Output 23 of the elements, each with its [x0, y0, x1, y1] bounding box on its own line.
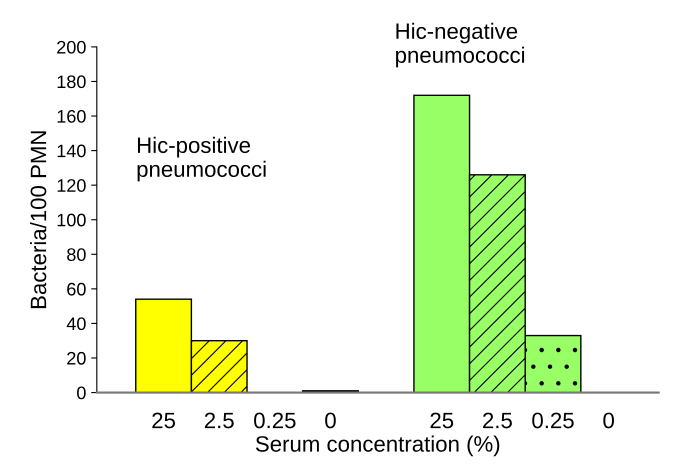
- y-axis-title: Bacteria/100 PMN: [30, 131, 46, 308]
- y-tick-label: 180: [58, 75, 86, 88]
- x-tick-label: 2.5: [204, 412, 234, 428]
- y-tick-label: 160: [58, 110, 86, 123]
- annotation: Hic-positive pneumococci: [138, 136, 266, 182]
- x-tick-label: 0.25: [532, 412, 574, 428]
- y-tick-label: 80: [67, 248, 86, 262]
- y-tick-label: 60: [67, 282, 86, 296]
- y-tick-label: 120: [58, 179, 86, 192]
- x-tick-label: 25: [152, 412, 175, 428]
- x-tick-label: 0.25: [254, 412, 296, 428]
- y-tick-label: 40: [66, 317, 86, 330]
- y-tick-label: 200: [57, 40, 86, 54]
- y-tick-label: 100: [58, 214, 86, 226]
- annotation: Hic-negative pneumococci: [396, 22, 524, 68]
- x-tick-label: 0: [325, 412, 336, 428]
- x-tick-label: 0: [603, 412, 614, 428]
- x-tick-label: 25: [430, 412, 454, 428]
- y-tick-label: 140: [58, 144, 86, 158]
- y-tick-label: 0: [77, 386, 86, 400]
- y-tick-label: 20: [67, 352, 86, 365]
- x-axis-title: Serum concentration (%): [256, 435, 500, 456]
- x-tick-label: 2.5: [483, 412, 512, 428]
